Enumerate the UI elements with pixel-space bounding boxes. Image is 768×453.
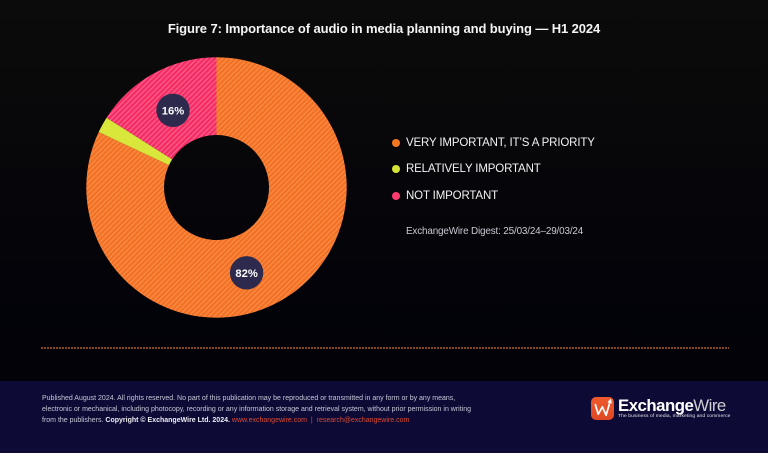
svg-text:82%: 82%	[235, 268, 257, 280]
svg-text:16%: 16%	[162, 106, 184, 118]
